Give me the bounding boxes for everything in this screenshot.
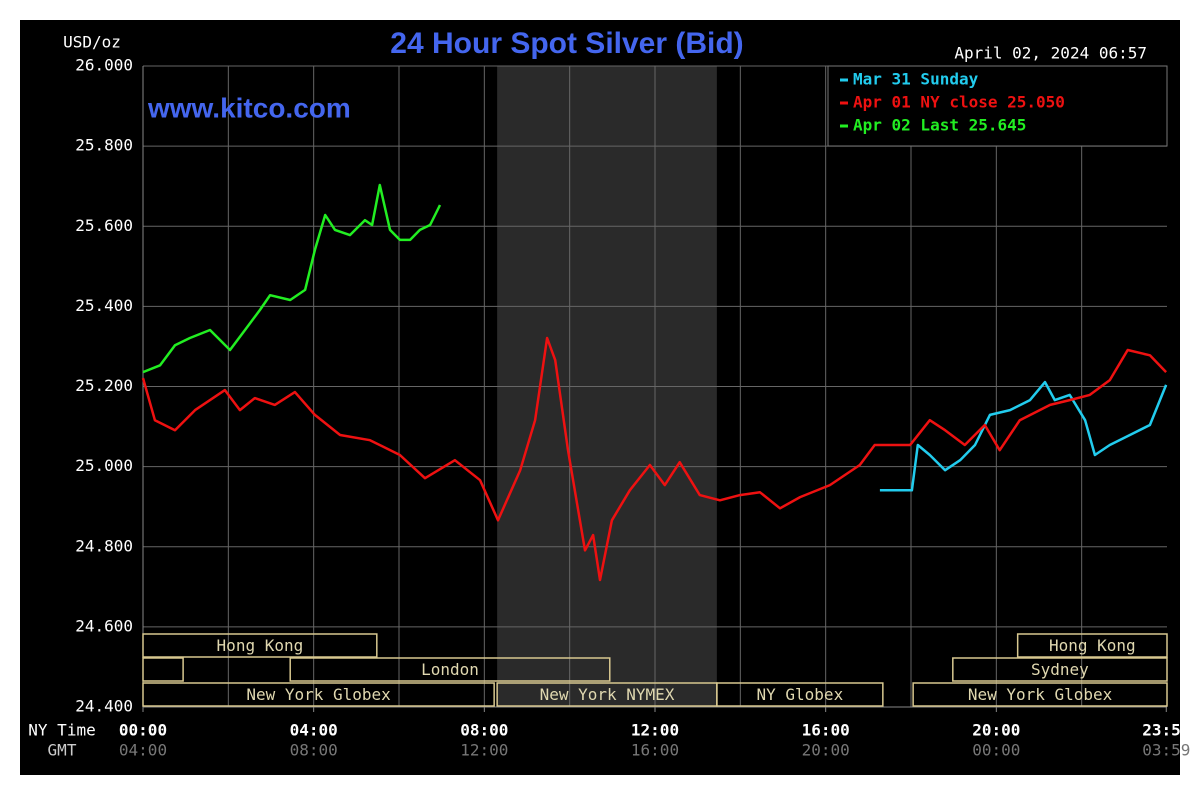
session-box [142,682,495,707]
x-tick-label: 20:00 [972,721,1020,740]
x2-tick-label: 16:00 [631,741,679,760]
session-box [289,657,611,682]
series-line [142,183,442,374]
x-row-label: NY Time [28,721,95,740]
legend: Mar 31 Sunday Apr 01 NY close 25.050 Apr 0… [840,70,1065,135]
x-tick-label: 00:00 [119,721,167,740]
x2-tick-label: 08:00 [290,741,338,760]
session-label: New York Globex [968,685,1113,704]
x-tick-label: 23:59 [1142,721,1190,740]
x2-tick-label: 04:00 [119,741,167,760]
chart-title: 24 Hour Spot Silver (Bid) [390,27,743,60]
line-layer [141,183,1168,582]
session-label: Hong Kong [1049,636,1136,655]
y-tick-label: 25.400 [75,296,133,315]
x2-row-label: GMT [48,741,77,760]
x-tick-label: 08:00 [460,721,508,740]
y-tick-label: 24.600 [75,616,133,635]
x2-tick-label: 03:59 [1142,741,1190,760]
x-tick-label: 16:00 [802,721,850,740]
session-box [952,657,1168,682]
session-label: Hong Kong [217,636,304,655]
legend-box [827,65,1168,147]
y-tick-label: 25.600 [75,216,133,235]
session-label: Sydney [1031,660,1089,679]
y-tick-label: 24.800 [75,536,133,555]
x2-tick-label: 20:00 [802,741,850,760]
session-box [912,682,1168,707]
session-box [142,633,378,658]
session-label: New York Globex [246,685,391,704]
x-tick-label: 04:00 [290,721,338,740]
y-tick-label: 24.400 [75,697,133,716]
session-box [716,682,884,707]
session-layer: Hong Kong Hong Kong London Sydney New York G… [142,633,1168,707]
session-label: NY Globex [757,685,844,704]
x2-tick-label: 00:00 [972,741,1020,760]
y-unit: USD/oz [63,33,121,52]
y-tick-label: 26.000 [75,56,133,75]
session-box [1016,633,1168,658]
y-tick-label: 25.200 [75,376,133,395]
x2-tick-label: 12:00 [460,741,508,760]
session-box [142,657,184,682]
y-tick-label: 25.800 [75,136,133,155]
timestamp: April 02, 2024 06:57 [954,44,1147,63]
legend-label: Apr 01 NY close 25.050 [853,93,1065,112]
label-layer: 24.400 24.600 24.800 25.000 25.200 25.400 25.6… [75,56,1190,760]
x-tick-label: 12:00 [631,721,679,740]
y-tick-label: 25.000 [75,456,133,475]
session-label: New York NYMEX [540,685,675,704]
legend-label: Apr 02 Last 25.645 [853,116,1026,135]
series-line [879,380,1168,492]
session-label: London [421,660,479,679]
watermark: www.kitco.com [147,92,351,123]
series-line [141,336,1167,582]
legend-label: Mar 31 Sunday [853,70,979,89]
